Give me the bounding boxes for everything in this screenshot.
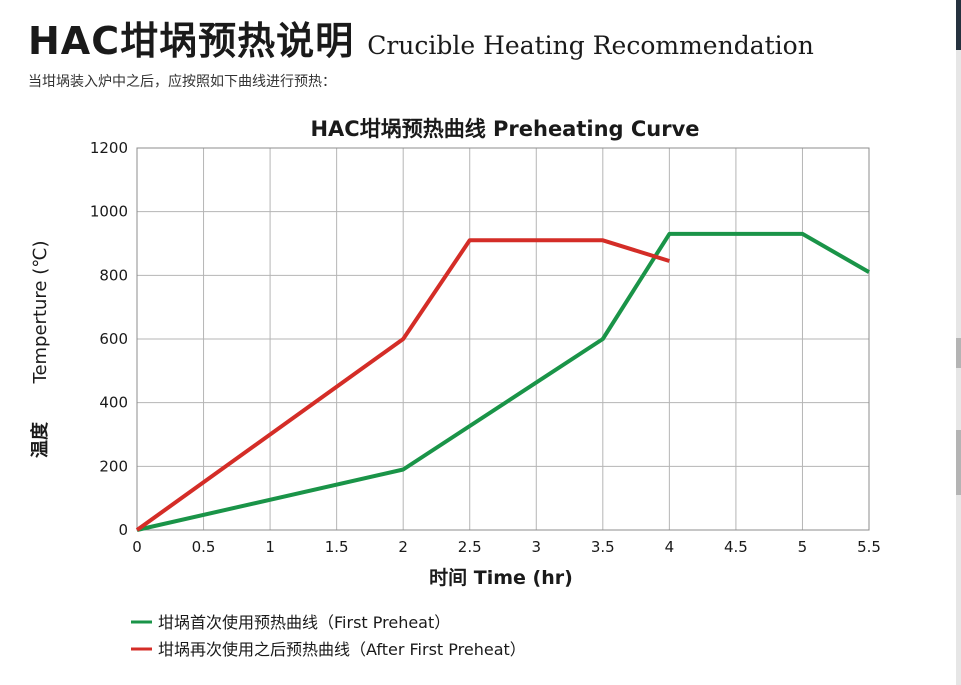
x-tick-label-1: 0.5 — [192, 538, 216, 556]
page-heading: HAC坩埚预热说明 Crucible Heating Recommendatio… — [28, 10, 814, 65]
y-tick-label-3: 600 — [99, 330, 128, 348]
legend-label-0: 坩埚首次使用预热曲线（First Preheat） — [158, 613, 450, 632]
x-tick-label-9: 4.5 — [724, 538, 748, 556]
window-edge — [956, 0, 961, 685]
x-axis-label: 时间 Time (hr) — [429, 567, 573, 589]
series-line-0 — [136, 231, 870, 532]
x-tick-label-3: 1.5 — [325, 538, 349, 556]
y-tick-label-2: 400 — [99, 394, 128, 412]
y-tick-label-5: 1000 — [90, 203, 128, 221]
y-tick-label-6: 1200 — [90, 139, 128, 157]
legend-label-1: 坩埚再次使用之后预热曲线（After First Preheat） — [158, 640, 526, 659]
y-axis-label: Temperture (℃) — [30, 241, 51, 385]
page-title-cn: HAC坩埚预热说明 — [28, 19, 355, 63]
x-tick-label-6: 3 — [531, 538, 541, 556]
window-edge-dark — [956, 0, 961, 50]
y-axis-label-cn: 温度 — [29, 421, 51, 458]
x-tick-label-0: 0 — [132, 538, 142, 556]
window-edge-mark-2 — [956, 430, 961, 495]
x-tick-label-5: 2.5 — [458, 538, 482, 556]
series-line-1 — [135, 238, 670, 532]
page-title-en: Crucible Heating Recommendation — [367, 31, 814, 60]
x-tick-label-4: 2 — [398, 538, 408, 556]
x-tick-label-10: 5 — [798, 538, 808, 556]
x-tick-label-7: 3.5 — [591, 538, 615, 556]
window-edge-mark — [956, 338, 961, 368]
x-tick-label-8: 4 — [665, 538, 675, 556]
chart-title: HAC坩埚预热曲线 Preheating Curve — [310, 117, 699, 141]
y-tick-label-4: 800 — [99, 266, 128, 284]
x-tick-label-2: 1 — [265, 538, 275, 556]
y-tick-label-0: 0 — [118, 521, 128, 539]
plot-frame — [136, 147, 870, 531]
y-tick-label-1: 200 — [99, 457, 128, 475]
intro-text: 当坩埚装入炉中之后，应按照如下曲线进行预热： — [28, 74, 336, 90]
x-tick-label-11: 5.5 — [857, 538, 881, 556]
